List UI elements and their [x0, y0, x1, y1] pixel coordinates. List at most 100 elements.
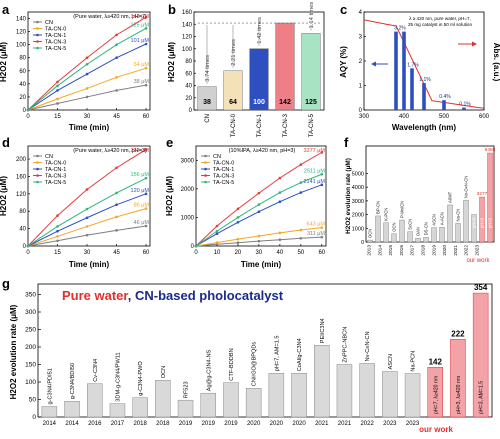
data-point — [56, 239, 59, 243]
panel-f-ylabel: H2O2 evolution rate (μM) — [345, 158, 352, 234]
data-point — [115, 33, 118, 37]
y-tick-label: 40 — [185, 84, 192, 90]
our-condition-label: pH=3, AM=1.5 — [479, 381, 485, 414]
x-category-label: CN — [205, 114, 211, 123]
our-work-bar — [450, 339, 466, 418]
x-year-label: 2021 — [315, 421, 329, 427]
right-arrow-icon — [458, 41, 477, 47]
data-point — [278, 238, 282, 242]
data-point — [144, 192, 148, 196]
y-tick-label: 100 — [16, 43, 27, 49]
literature-bar — [336, 364, 353, 418]
y-tick-label: 80 — [19, 209, 26, 215]
panel-g-title-red: Pure water — [62, 288, 128, 303]
end-value-label: 2511 μM — [304, 168, 326, 174]
x-tick-label: 2015 — [388, 245, 394, 256]
legend-label: TA-CN-3 — [45, 174, 66, 180]
data-point — [115, 76, 118, 79]
end-value-label: 2141 μM — [303, 179, 325, 185]
panel-c-condition-1: λ ≥ 420 nm, pure water, pH=7, — [409, 16, 471, 21]
y-tick-label: 60 — [185, 71, 192, 77]
data-point — [299, 228, 303, 232]
catalyst-label: g-C3N4/PDI51 — [47, 368, 53, 404]
data-point — [115, 215, 118, 219]
x-year-label: 2023 — [383, 421, 397, 427]
panel-d-xlabel: Time (min) — [69, 260, 110, 269]
data-point — [115, 166, 118, 170]
x-tick-label: 60 — [143, 114, 150, 120]
times-label: 3.74 times — [205, 55, 211, 82]
literature-bar — [41, 406, 58, 418]
x-tick-label: 40 — [277, 250, 284, 256]
legend-label: CN — [45, 154, 53, 160]
y-tick-label: 1 — [359, 84, 363, 90]
legend-marker — [36, 40, 39, 43]
y-tick-label: 1000 — [181, 215, 195, 221]
legend-label: TA-CN-1 — [45, 33, 66, 39]
data-point — [299, 181, 303, 184]
our-value-label: 6488 — [485, 147, 496, 153]
legend-marker — [36, 161, 39, 164]
x-tick-label: 2023 — [475, 245, 481, 256]
data-point — [115, 56, 118, 60]
end-value-label: 38 μM — [134, 79, 150, 85]
literature-bar — [268, 373, 285, 418]
our-condition-label: pH=7, λ≥420 nm — [433, 376, 439, 414]
series-line-ta-cn-1 — [27, 193, 147, 247]
data-point — [144, 224, 148, 228]
panel-g-title: Pure water, CN-based pholocatalyst — [62, 288, 284, 303]
legend-marker — [204, 167, 207, 171]
catalyst-label: Cv-C3N4 — [93, 359, 99, 382]
literature-bar — [200, 392, 216, 418]
panel-g-title-rest: , CN-based pholocatalyst — [128, 288, 284, 303]
catalyst-label: CoAl/g-C3N4 — [297, 338, 303, 371]
literature-bar — [87, 383, 103, 418]
data-point — [320, 183, 324, 187]
y-tick-label: 3000 — [352, 199, 364, 205]
data-point — [85, 188, 89, 191]
y-tick-label: 80 — [185, 59, 192, 65]
data-point — [85, 56, 89, 60]
data-point — [257, 191, 261, 195]
x-year-label: 2020 — [247, 421, 261, 427]
y-tick-label: 0 — [23, 108, 27, 114]
x-year-label: 2016 — [88, 421, 102, 427]
literature-bar — [223, 382, 239, 418]
our-value-label: 142 — [429, 357, 443, 366]
y-tick-label: 0 — [359, 108, 363, 114]
catalyst-label: PEI/C3N4 — [320, 318, 326, 343]
data-point — [144, 27, 148, 30]
data-point — [278, 191, 282, 194]
y-tick-label: 3 — [359, 35, 363, 41]
data-point — [299, 236, 303, 240]
legend-label: TA-CN-5 — [213, 180, 234, 186]
panel-a-xlabel: Time (min) — [69, 123, 110, 132]
legend-label: TA-CN-1 — [213, 167, 234, 173]
data-point — [215, 224, 219, 228]
y-tick-label: 0 — [191, 244, 195, 250]
x-category-label: TA-CN-1 — [257, 113, 263, 137]
data-point — [115, 89, 118, 92]
x-tick-label: 2016 — [399, 245, 405, 256]
y-tick-label: 4000 — [352, 185, 364, 191]
data-point — [85, 216, 89, 220]
y-tick-label: 160 — [16, 174, 27, 180]
y-tick-label: 40 — [19, 82, 26, 88]
bar-name-label: A-ACN — [440, 212, 445, 225]
catalyst-label: CN/rGO@BPQDs — [252, 342, 258, 387]
x-tick-label: 30 — [84, 250, 91, 256]
x-tick-label: 60 — [318, 250, 325, 256]
legend-label: TA-CN-3 — [213, 174, 234, 180]
x-tick-label: 400 — [399, 114, 410, 120]
data-point — [144, 207, 148, 210]
data-point — [56, 235, 59, 238]
legend-label: CN — [213, 154, 221, 160]
panel-b-letter: b — [168, 2, 176, 17]
panel-c-condition-2: 25 mg catalyst in 50 ml solution — [408, 22, 473, 27]
aqy-value-label: 1.1% — [419, 77, 431, 83]
literature-bar — [155, 380, 171, 418]
data-point — [85, 233, 89, 237]
times-label: 1.14 times — [309, 2, 315, 29]
legend-label: CN — [45, 20, 53, 26]
panel-f: f 0 1000 2000 3000 4000 5000 3277 6488 OCN BP-CN… — [344, 135, 496, 264]
